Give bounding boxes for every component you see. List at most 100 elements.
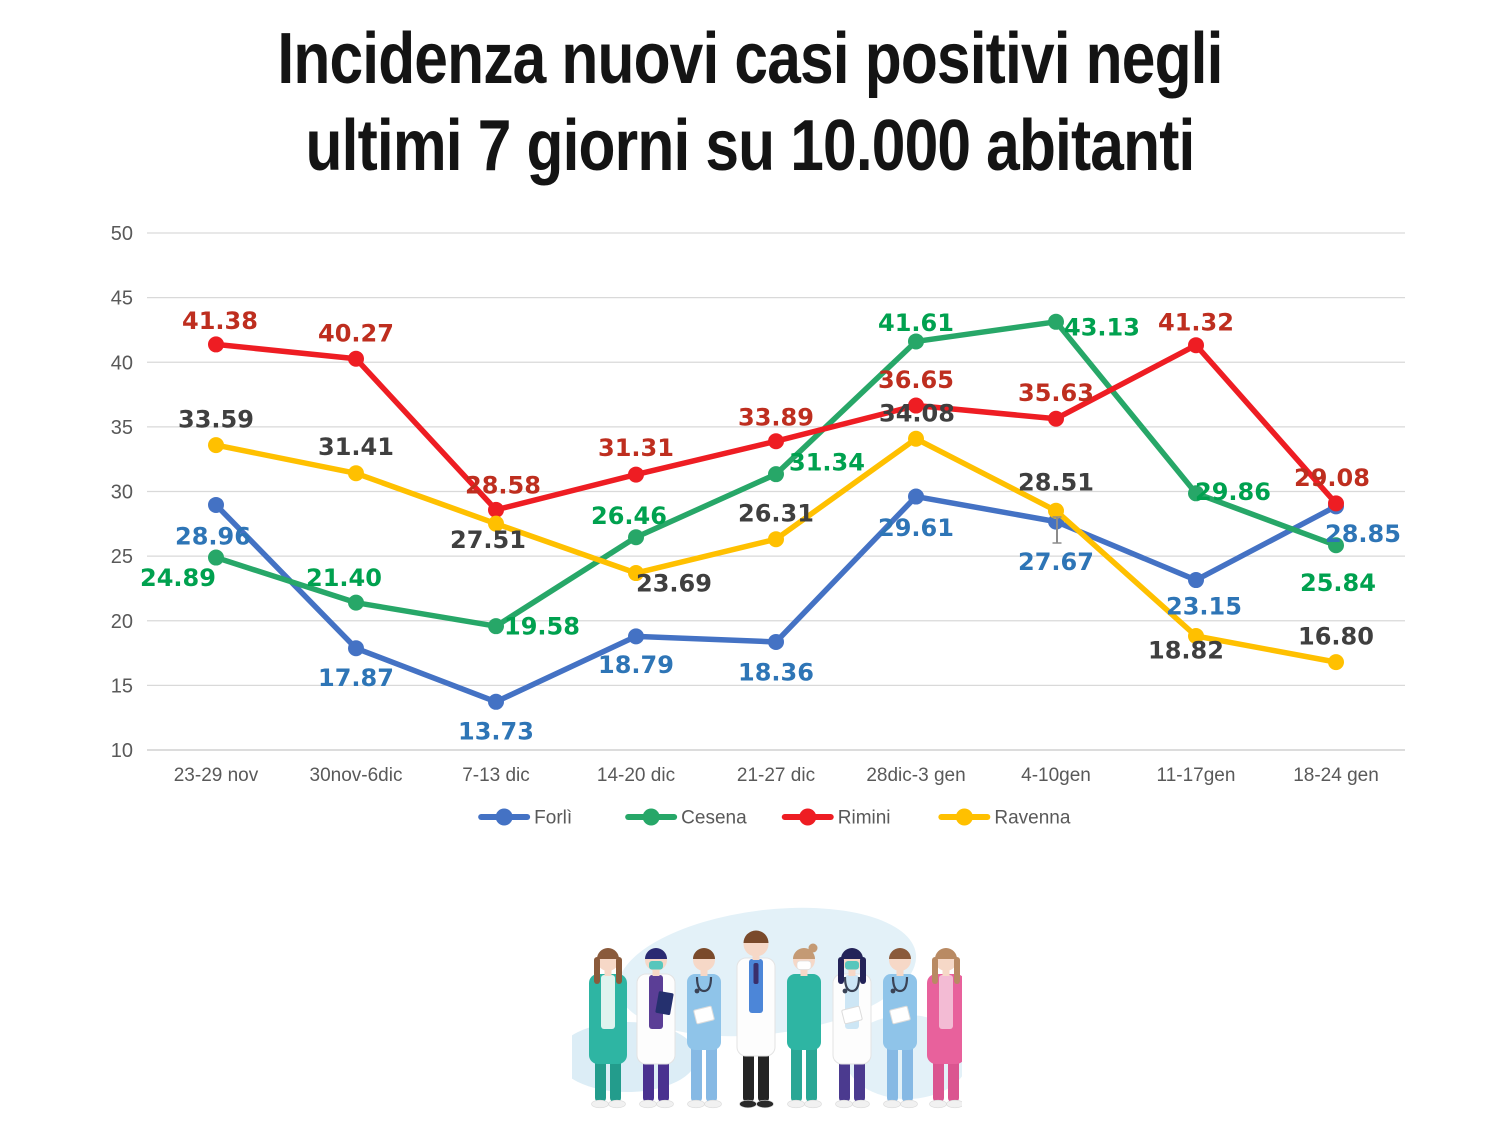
data-point-marker — [1188, 485, 1204, 502]
data-point-label: 18.36 — [738, 658, 814, 686]
data-point-marker — [348, 350, 364, 367]
data-point-marker — [628, 628, 644, 645]
data-point-label: 33.59 — [178, 406, 254, 434]
medical-figure — [736, 930, 776, 1109]
data-point-marker — [908, 488, 924, 505]
data-point-marker — [208, 336, 224, 353]
data-point-label: 17.87 — [318, 664, 394, 692]
data-point-marker — [908, 430, 924, 447]
data-point-marker — [1048, 313, 1064, 330]
y-axis-tick-label: 15 — [111, 675, 133, 697]
legend-item-Ravenna: Ravenna — [938, 808, 1071, 829]
legend-marker-dot — [955, 808, 973, 826]
data-point-label: 29.86 — [1195, 478, 1271, 506]
data-point-label: 25.84 — [1300, 569, 1376, 597]
data-point-label: 21.40 — [306, 564, 382, 592]
data-point-marker — [768, 531, 784, 548]
data-point-label: 31.31 — [598, 434, 674, 462]
series-Rimini — [208, 336, 1344, 518]
data-point-marker — [348, 465, 364, 482]
data-point-label: 41.61 — [878, 309, 954, 337]
legend-item-Forlì: Forlì — [478, 808, 572, 829]
data-point-label: 28.96 — [175, 522, 251, 550]
y-axis-tick-label: 45 — [111, 288, 133, 310]
series-Cesena — [208, 313, 1344, 635]
y-axis-tick-label: 30 — [111, 482, 133, 504]
data-point-marker — [488, 515, 504, 532]
medical-figure — [589, 948, 627, 1109]
chart-title-line1: Incidenza nuovi casi positivi negli — [277, 19, 1223, 99]
data-point-marker — [908, 333, 924, 350]
legend: Forlì Cesena Rimini Ravenna — [478, 808, 1071, 829]
x-axis-tick-label: 11-17gen — [1157, 765, 1236, 786]
data-point-marker — [768, 433, 784, 450]
medical-figure — [927, 948, 962, 1109]
data-point-marker — [628, 466, 644, 483]
series-Ravenna — [208, 430, 1344, 671]
data-point-marker — [1328, 495, 1344, 512]
medical-figure — [636, 948, 676, 1109]
data-point-marker — [628, 529, 644, 546]
data-point-marker — [768, 466, 784, 483]
medical-team-illustration — [572, 907, 962, 1109]
y-axis-tick-label: 50 — [111, 223, 133, 245]
data-point-label: 26.31 — [738, 500, 814, 528]
data-point-marker — [208, 496, 224, 513]
data-point-marker — [348, 594, 364, 611]
x-axis-tick-label: 18-24 gen — [1293, 765, 1379, 786]
data-point-marker — [488, 618, 504, 635]
data-point-label: 36.65 — [878, 366, 954, 394]
data-point-label: 26.46 — [591, 502, 667, 530]
data-point-marker — [1048, 410, 1064, 427]
data-point-label: 18.82 — [1148, 637, 1224, 665]
data-point-label: 24.89 — [140, 564, 216, 592]
data-point-label: 23.15 — [1166, 593, 1242, 621]
x-axis-tick-label: 30nov-6dic — [310, 765, 403, 786]
data-point-label: 29.08 — [1294, 464, 1370, 492]
y-axis-tick-label: 10 — [111, 740, 133, 762]
data-point-label: 34.08 — [879, 399, 955, 427]
data-point-marker — [208, 437, 224, 454]
y-axis-tick-label: 35 — [111, 417, 133, 439]
medical-figure — [687, 948, 722, 1109]
mouse-cursor — [1052, 516, 1062, 544]
data-point-marker — [1328, 654, 1344, 671]
data-point-label: 28.85 — [1325, 520, 1401, 548]
y-axis-tick-label: 25 — [111, 546, 133, 568]
legend-marker-dot — [642, 808, 660, 826]
x-axis-tick-label: 23-29 nov — [174, 765, 259, 786]
data-point-label: 31.34 — [789, 449, 865, 477]
data-point-label: 27.67 — [1018, 548, 1094, 576]
data-point-marker — [628, 565, 644, 582]
data-point-label: 35.63 — [1018, 379, 1094, 407]
data-point-marker — [348, 640, 364, 657]
data-point-label: 18.79 — [598, 651, 674, 679]
data-point-label: 27.51 — [450, 526, 526, 554]
data-point-marker — [1048, 502, 1064, 519]
data-point-label: 16.80 — [1298, 623, 1374, 651]
legend-label: Forlì — [534, 808, 572, 829]
medical-figure — [787, 943, 822, 1109]
data-point-label: 40.27 — [318, 319, 394, 347]
legend-item-Cesena: Cesena — [625, 808, 747, 829]
data-point-label: 28.58 — [465, 471, 541, 499]
data-point-marker — [488, 693, 504, 710]
legend-label: Cesena — [681, 808, 747, 829]
x-axis-tick-label: 4-10gen — [1021, 765, 1091, 786]
medical-figure — [832, 948, 872, 1109]
y-axis-tick-label: 20 — [111, 611, 133, 633]
data-point-marker — [768, 633, 784, 650]
x-axis-tick-label: 28dic-3 gen — [866, 765, 965, 786]
data-point-label: 28.51 — [1018, 468, 1094, 496]
legend-label: Rimini — [838, 808, 891, 829]
data-point-marker — [1328, 537, 1344, 554]
chart-title: Incidenza nuovi casi positivi negli ultim… — [120, 16, 1380, 190]
x-axis-tick-label: 7-13 dic — [462, 765, 530, 786]
data-point-label: 29.61 — [878, 514, 954, 542]
data-point-marker — [1188, 572, 1204, 589]
medical-figure — [883, 948, 918, 1109]
data-point-marker — [208, 549, 224, 566]
y-axis-tick-label: 40 — [111, 352, 133, 374]
